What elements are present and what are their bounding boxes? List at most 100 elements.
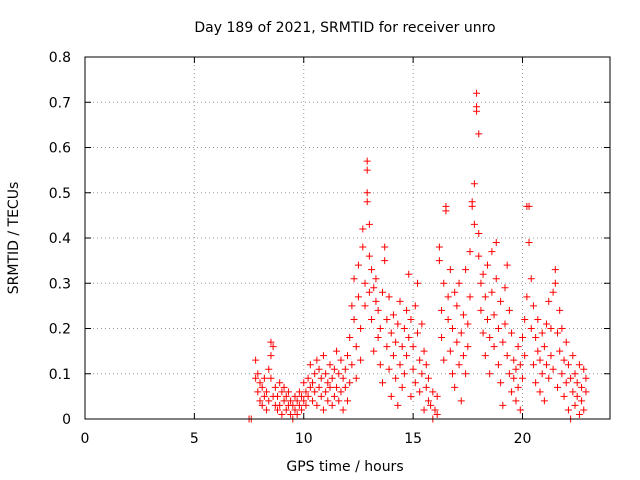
data-point: [562, 338, 570, 346]
data-point: [438, 306, 446, 314]
data-point: [365, 252, 373, 260]
data-point: [462, 370, 470, 378]
data-point: [344, 397, 351, 405]
data-point: [396, 297, 404, 305]
data-point: [368, 266, 376, 274]
data-point: [291, 392, 299, 400]
data-point: [370, 347, 378, 355]
data-point: [558, 370, 566, 378]
data-point: [287, 397, 295, 405]
data-point: [457, 397, 465, 405]
data-point: [580, 406, 588, 414]
data-point: [365, 220, 373, 228]
data-point: [263, 388, 271, 396]
data-point: [494, 325, 502, 332]
data-point: [267, 374, 275, 382]
data-point: [289, 401, 297, 409]
data-point: [475, 130, 483, 138]
data-point: [306, 361, 314, 369]
data-point: [398, 343, 406, 351]
data-point: [291, 406, 299, 414]
data-point: [254, 388, 262, 396]
data-point: [444, 293, 452, 301]
data-point: [420, 347, 428, 355]
data-point: [505, 306, 513, 314]
data-point: [431, 406, 439, 414]
data-point: [560, 392, 568, 400]
data-point: [341, 383, 349, 391]
data-point: [556, 347, 564, 355]
data-point: [532, 334, 540, 342]
data-point: [374, 306, 382, 314]
data-point: [433, 392, 441, 400]
data-point: [383, 315, 391, 323]
data-point: [435, 243, 443, 251]
y-tick-label: 0.7: [49, 95, 71, 111]
data-point: [564, 406, 572, 414]
data-point: [282, 392, 290, 400]
data-point: [490, 311, 498, 319]
data-point: [328, 374, 336, 382]
data-point: [302, 401, 310, 409]
data-point: [337, 388, 345, 396]
data-point: [512, 397, 520, 405]
data-point: [424, 374, 432, 382]
data-point: [466, 293, 474, 301]
x-tick-label: 0: [81, 431, 90, 447]
data-point: [354, 293, 362, 301]
data-point: [484, 261, 491, 269]
data-point: [352, 374, 360, 382]
data-point: [324, 397, 332, 405]
data-point: [545, 374, 553, 382]
data-point: [330, 365, 338, 373]
data-point: [409, 343, 417, 351]
data-point: [339, 374, 347, 382]
data-point: [256, 397, 264, 405]
data-point: [556, 306, 564, 314]
data-point: [394, 320, 402, 328]
data-point: [554, 329, 561, 337]
data-point: [269, 343, 277, 351]
data-point: [554, 383, 561, 391]
data-point: [282, 406, 290, 414]
data-point: [459, 352, 467, 360]
y-tick-label: 0.1: [49, 367, 71, 383]
data-point: [444, 315, 452, 323]
data-point: [335, 370, 343, 378]
data-point: [276, 379, 284, 387]
data-point: [352, 343, 360, 351]
data-point: [543, 361, 551, 369]
data-point: [392, 374, 400, 382]
data-point: [304, 374, 312, 382]
data-point: [468, 202, 476, 210]
y-axis-label: SRMTID / TECUs: [6, 182, 22, 295]
data-point: [532, 379, 540, 387]
data-point: [379, 379, 386, 387]
data-point: [359, 243, 367, 251]
data-point: [488, 248, 496, 256]
data-point: [328, 401, 336, 409]
data-point: [569, 388, 577, 396]
data-point: [529, 302, 537, 310]
data-point: [324, 379, 332, 387]
data-point: [309, 397, 316, 405]
data-point: [582, 374, 590, 382]
y-tick-label: 0.6: [49, 141, 71, 157]
data-point: [339, 406, 347, 414]
data-point: [446, 266, 454, 274]
data-point: [385, 365, 393, 373]
data-point: [368, 315, 376, 323]
data-point: [457, 329, 465, 337]
data-point: [451, 383, 459, 391]
x-tick-label: 5: [190, 431, 199, 447]
data-point: [398, 383, 406, 391]
data-point: [385, 293, 393, 301]
data-point: [346, 379, 354, 387]
data-point: [376, 325, 384, 332]
data-point: [459, 311, 467, 319]
data-point: [350, 315, 358, 323]
data-point: [295, 388, 303, 396]
y-tick-label: 0.3: [49, 276, 71, 292]
data-point: [540, 397, 548, 405]
